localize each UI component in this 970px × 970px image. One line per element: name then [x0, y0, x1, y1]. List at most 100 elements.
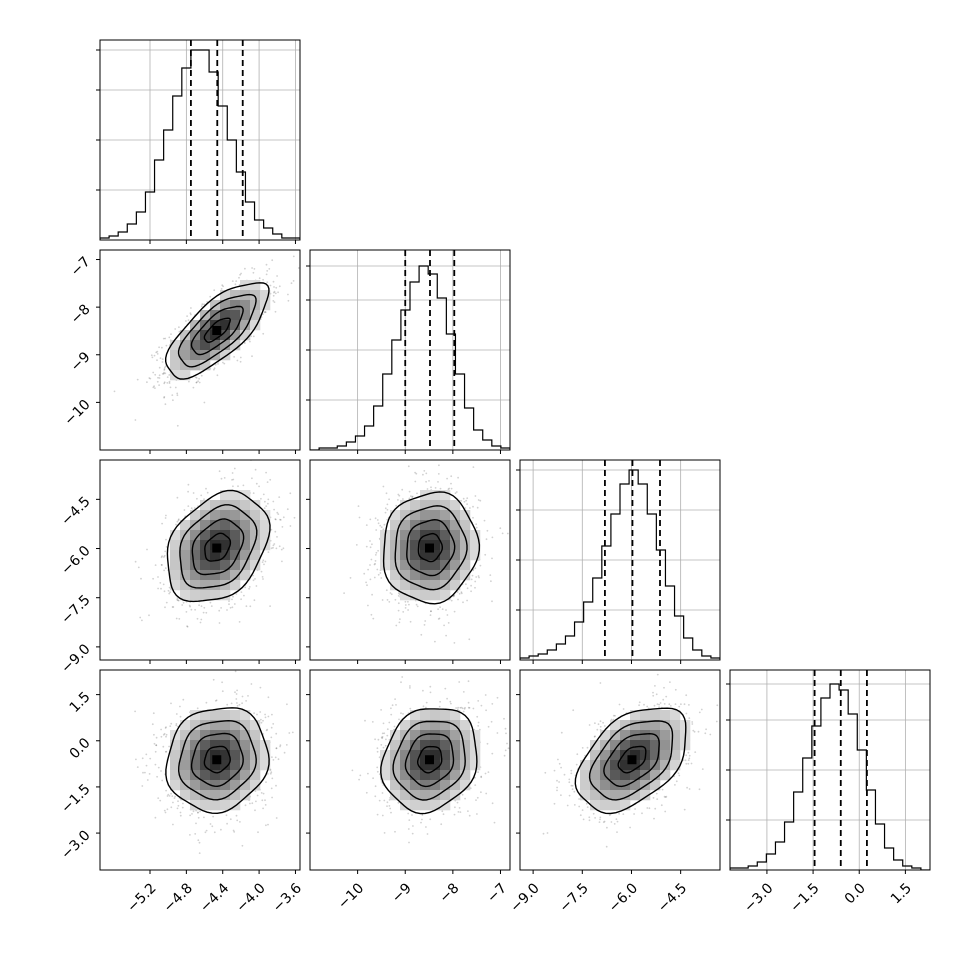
scatter-point — [384, 507, 387, 510]
scatter-point — [145, 764, 148, 767]
scatter-point — [437, 481, 439, 483]
scatter-point — [168, 336, 171, 339]
scatter-point — [478, 576, 480, 579]
density-cell — [210, 760, 221, 771]
scatter-point — [275, 784, 277, 787]
scatter-point — [460, 499, 463, 502]
scatter-point — [264, 311, 267, 314]
density-cell — [230, 790, 241, 801]
density-cell — [220, 490, 231, 501]
density-cell — [440, 740, 451, 751]
scatter-point — [193, 507, 196, 509]
density-cell — [250, 560, 261, 571]
scatter-point — [266, 270, 269, 272]
scatter-point — [229, 818, 232, 821]
scatter-point — [276, 275, 278, 277]
density-cell — [450, 500, 461, 511]
scatter-point — [705, 728, 707, 731]
scatter-point — [474, 495, 477, 497]
density-peak — [425, 755, 434, 765]
density-cell — [400, 570, 411, 581]
scatter-point — [157, 766, 160, 769]
scatter-point — [622, 813, 625, 815]
density-cell — [180, 590, 191, 601]
scatter-point — [476, 813, 478, 815]
scatter-point — [264, 560, 267, 563]
scatter-point — [265, 471, 267, 474]
density-cell — [380, 560, 391, 571]
scatter-point — [470, 590, 472, 593]
scatter-point — [291, 731, 294, 734]
panel-frame — [99, 249, 301, 451]
scatter-point — [164, 750, 167, 753]
density-cell — [250, 780, 261, 791]
scatter-point — [226, 703, 229, 706]
scatter-point — [271, 713, 273, 716]
density-cell — [440, 770, 451, 781]
density-cell — [450, 750, 461, 761]
density-cell — [440, 780, 451, 791]
scatter-point — [369, 518, 372, 521]
scatter-point — [146, 548, 148, 551]
scatter-point — [400, 681, 402, 684]
density-cell — [410, 790, 421, 801]
scatter-point — [390, 707, 392, 710]
scatter-point — [629, 826, 631, 829]
scatter-point — [422, 689, 424, 692]
scatter-point — [385, 492, 388, 495]
scatter-point — [282, 516, 285, 519]
scatter-point — [160, 735, 163, 738]
scatter-point — [363, 572, 366, 575]
scatter-point — [419, 662, 421, 664]
scatter-point — [386, 728, 389, 731]
scatter-point — [459, 706, 462, 709]
scatter-point — [439, 700, 441, 703]
density-cell — [240, 310, 251, 321]
scatter-point — [409, 685, 411, 687]
scatter-point — [228, 603, 230, 606]
density-cell — [420, 550, 431, 561]
scatter-point — [154, 750, 157, 753]
scatter-point — [466, 587, 469, 590]
scatter-point — [404, 604, 407, 606]
scatter-point — [157, 587, 160, 590]
scatter-point — [351, 769, 354, 772]
scatter-point — [407, 609, 409, 611]
scatter-point — [204, 831, 207, 834]
scatter-point — [189, 605, 192, 608]
scatter-point — [248, 587, 251, 590]
density-peak — [212, 543, 222, 553]
scatter-point — [210, 605, 213, 607]
scatter-point — [244, 804, 247, 807]
scatter-point — [504, 727, 507, 730]
density-cell — [170, 360, 181, 371]
scatter-point — [239, 273, 242, 276]
contour-level-1 — [190, 305, 244, 356]
density-cell — [180, 540, 191, 551]
scatter-point — [371, 721, 374, 723]
scatter-point — [281, 526, 284, 528]
contour-level-0 — [204, 532, 232, 562]
scatter-point — [715, 720, 718, 723]
scatter-point — [228, 600, 230, 602]
scatter-point — [200, 605, 203, 608]
scatter-point — [160, 728, 163, 731]
scatter-point — [376, 568, 379, 571]
scatter-point — [258, 277, 261, 280]
scatter-point — [456, 708, 459, 711]
scatter-point — [266, 728, 269, 731]
scatter-point — [398, 621, 401, 624]
scatter-point — [279, 745, 281, 748]
scatter-point — [371, 593, 373, 596]
scatter-point — [659, 702, 662, 704]
scatter-point — [445, 609, 447, 611]
scatter-point — [236, 702, 238, 704]
scatter-point — [397, 609, 400, 612]
scatter-point — [669, 681, 671, 683]
density-cell — [250, 550, 261, 561]
histogram-series — [100, 49, 300, 240]
scatter-point — [182, 698, 185, 701]
density-cell — [450, 710, 461, 721]
scatter-point — [202, 611, 205, 614]
scatter-point — [658, 703, 660, 706]
